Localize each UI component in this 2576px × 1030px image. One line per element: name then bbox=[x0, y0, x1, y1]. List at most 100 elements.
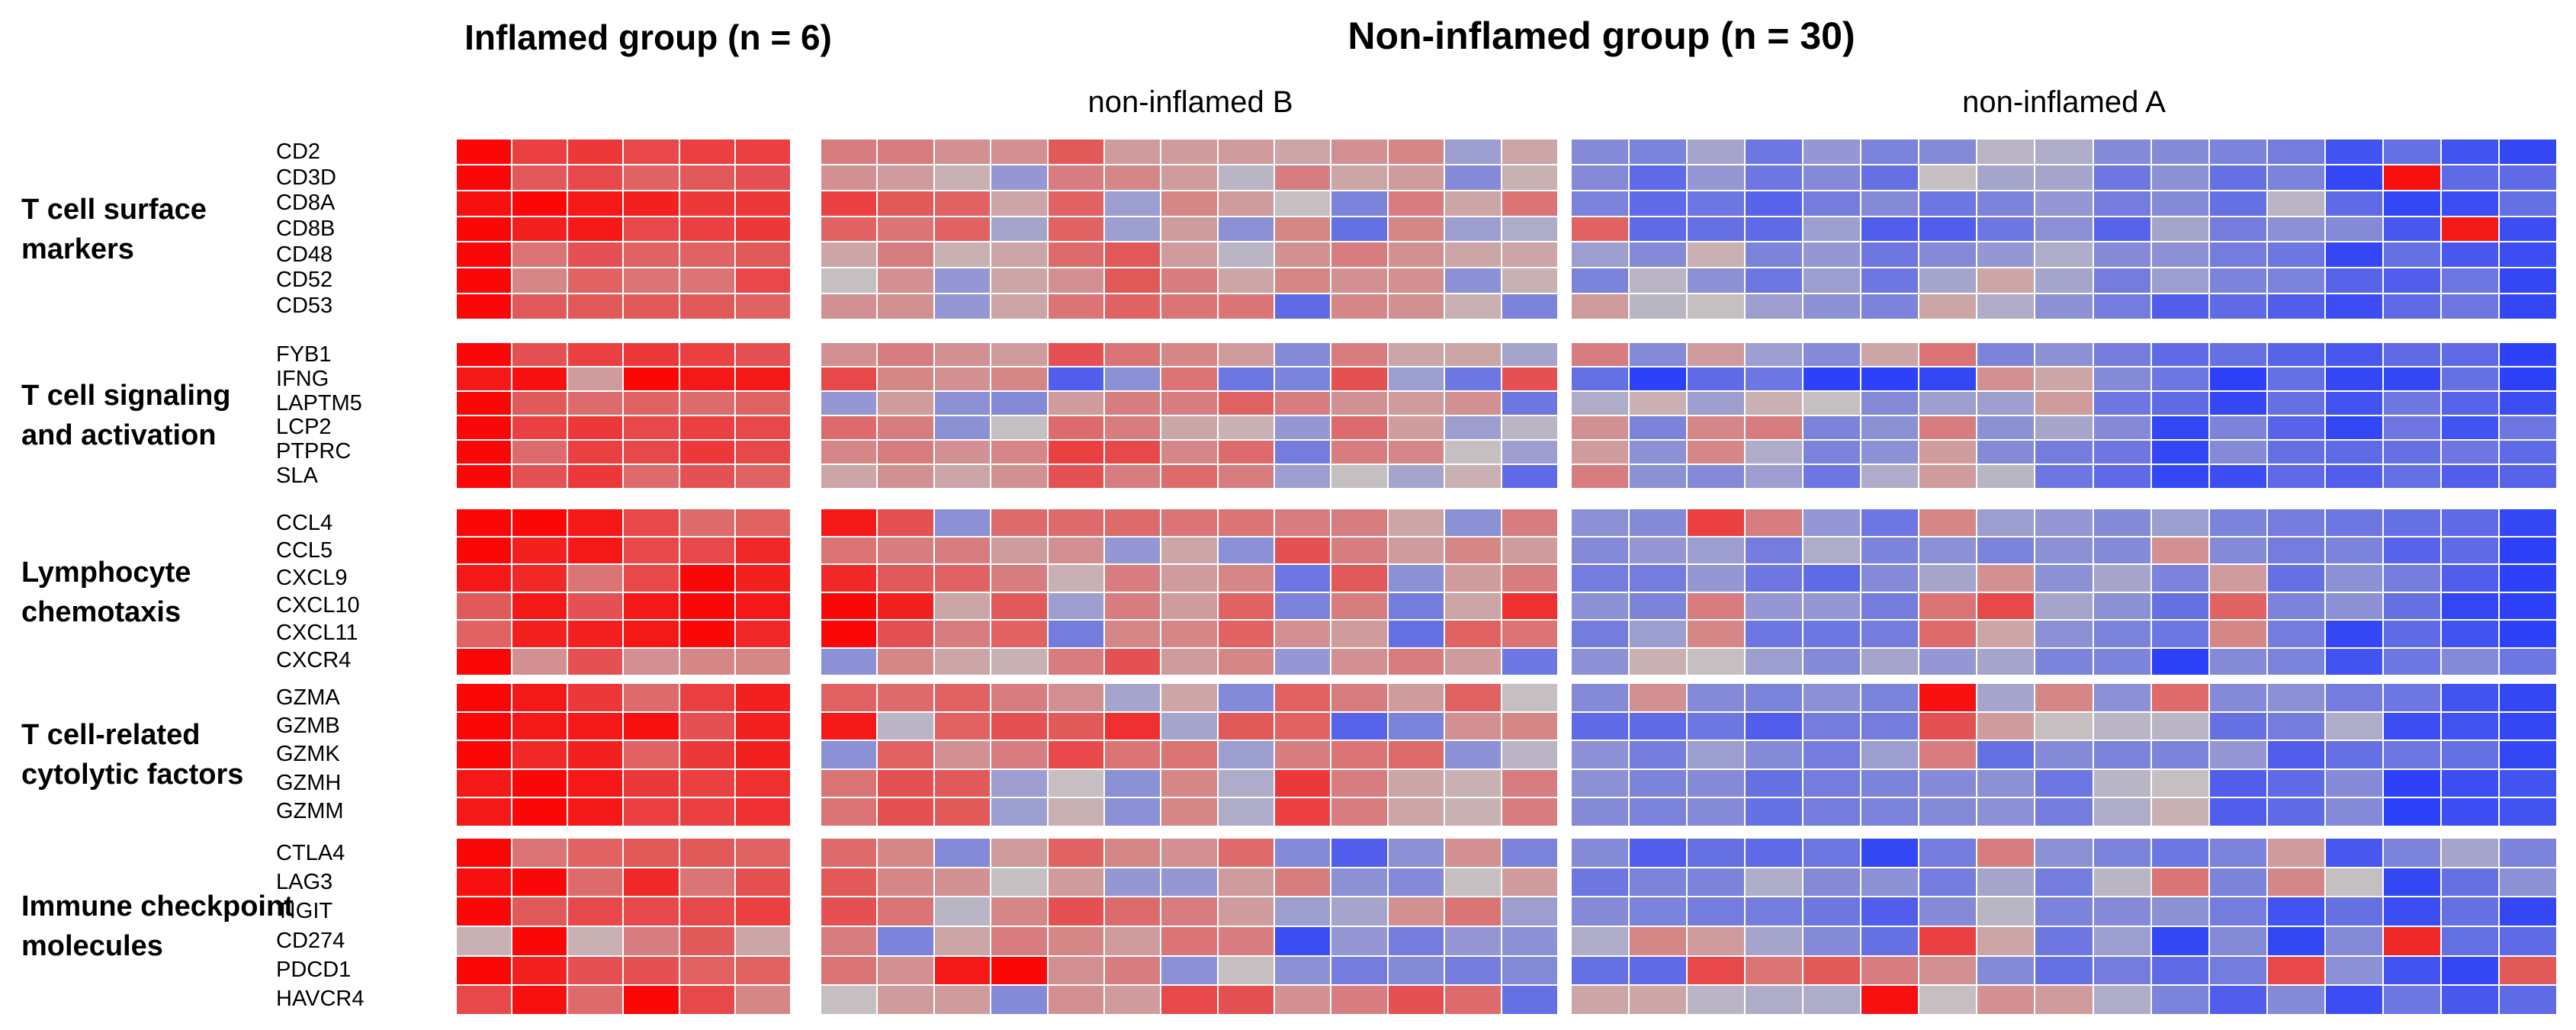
heatmap-cell bbox=[1388, 741, 1444, 768]
heatmap-cell bbox=[821, 441, 877, 464]
heatmap-cell bbox=[1746, 986, 1803, 1014]
heatmap-cell bbox=[1746, 217, 1803, 242]
heatmap-cell bbox=[1861, 217, 1919, 242]
heatmap-cell bbox=[1048, 956, 1103, 985]
heatmap-cell bbox=[679, 140, 734, 164]
heatmap-cell bbox=[1048, 712, 1103, 740]
heatmap-cell bbox=[2383, 242, 2440, 268]
heatmap-cell bbox=[679, 165, 734, 190]
heatmap-cell bbox=[1804, 165, 1861, 190]
heatmap-cell bbox=[1977, 621, 2035, 647]
heatmap-cell bbox=[2325, 684, 2382, 711]
heatmap-cell bbox=[821, 986, 877, 1014]
heatmap-cell bbox=[991, 367, 1047, 390]
heatmap-cell bbox=[1331, 712, 1387, 740]
heatmap-cell bbox=[1746, 897, 1803, 926]
heatmap-cell bbox=[1445, 798, 1501, 826]
heatmap-cell bbox=[624, 465, 679, 488]
heatmap-block-non-inflamed-a bbox=[1572, 509, 2556, 675]
heatmap-cell bbox=[2441, 648, 2498, 675]
heatmap-cell bbox=[934, 712, 991, 740]
heatmap-cell bbox=[1746, 343, 1803, 366]
heatmap-cell bbox=[1275, 392, 1331, 415]
heatmap-cell bbox=[1688, 343, 1745, 366]
heatmap-cell bbox=[457, 242, 512, 268]
heatmap-cell bbox=[1048, 441, 1103, 464]
heatmap-cell bbox=[2151, 839, 2208, 867]
gene-label-ptprc: PTPRC bbox=[276, 438, 352, 464]
heatmap-cell bbox=[512, 769, 567, 797]
heatmap-cell bbox=[1804, 621, 1861, 647]
heatmap-cell bbox=[1048, 268, 1103, 294]
heatmap-cell bbox=[1630, 741, 1687, 768]
heatmap-cell bbox=[735, 712, 790, 740]
heatmap-cell bbox=[1445, 592, 1501, 619]
heatmap-cell bbox=[878, 509, 933, 536]
heatmap-cell bbox=[1630, 242, 1687, 268]
heatmap-cell bbox=[2383, 684, 2440, 711]
heatmap-cell bbox=[1977, 191, 2035, 216]
heatmap-cell bbox=[1331, 140, 1387, 164]
heatmap-cell bbox=[457, 741, 512, 768]
heatmap-cell bbox=[679, 741, 734, 768]
heatmap-cell bbox=[1630, 367, 1687, 390]
heatmap-cell bbox=[991, 712, 1047, 740]
heatmap-cell bbox=[1502, 648, 1557, 675]
heatmap-cell bbox=[1502, 165, 1557, 190]
heatmap-cell bbox=[2267, 191, 2324, 216]
heatmap-cell bbox=[457, 684, 512, 711]
heatmap-cell bbox=[1275, 565, 1331, 592]
heatmap-cell bbox=[624, 343, 679, 366]
heatmap-cell bbox=[878, 465, 933, 488]
heatmap-cell bbox=[1161, 367, 1217, 390]
heatmap-cell bbox=[1688, 465, 1745, 488]
heatmap-cell bbox=[1502, 343, 1557, 366]
heatmap-cell bbox=[1804, 798, 1861, 826]
heatmap-cell bbox=[512, 268, 567, 294]
heatmap-cell bbox=[934, 868, 991, 897]
heatmap-cell bbox=[1502, 592, 1557, 619]
heatmap-cell bbox=[2441, 140, 2498, 164]
heatmap-cell bbox=[1445, 927, 1501, 955]
heatmap-cell bbox=[2499, 416, 2556, 439]
heatmap-cell bbox=[512, 509, 567, 536]
heatmap-cell bbox=[568, 392, 623, 415]
heatmap-cell bbox=[1746, 191, 1803, 216]
gene-label-gzmm: GZMM bbox=[276, 798, 344, 823]
heatmap-cell bbox=[624, 956, 679, 985]
heatmap-block-inflamed bbox=[457, 684, 790, 826]
heatmap-cell bbox=[1161, 868, 1217, 897]
heatmap-cell bbox=[1161, 217, 1217, 242]
heatmap-cell bbox=[568, 242, 623, 268]
heatmap-cell bbox=[568, 565, 623, 592]
heatmap-cell bbox=[1919, 927, 1977, 955]
heatmap-cell bbox=[2383, 986, 2440, 1014]
heatmap-block-non-inflamed-a bbox=[1572, 140, 2556, 319]
heatmap-cell bbox=[1804, 191, 1861, 216]
heatmap-cell bbox=[1445, 294, 1501, 319]
heatmap-cell bbox=[991, 268, 1047, 294]
heatmap-cell bbox=[1630, 509, 1687, 536]
heatmap-cell bbox=[1218, 268, 1274, 294]
heatmap-cell bbox=[568, 343, 623, 366]
heatmap-cell bbox=[1688, 684, 1745, 711]
heatmap-cell bbox=[624, 839, 679, 867]
heatmap-cell bbox=[2209, 621, 2266, 647]
heatmap-cell bbox=[991, 868, 1047, 897]
heatmap-cell bbox=[2383, 165, 2440, 190]
heatmap-cell bbox=[624, 897, 679, 926]
heatmap-cell bbox=[934, 648, 991, 675]
gene-label-cd274: CD274 bbox=[276, 928, 345, 953]
heatmap-cell bbox=[934, 621, 991, 647]
heatmap-cell bbox=[1502, 217, 1557, 242]
heatmap-cell bbox=[1218, 621, 1274, 647]
heatmap-cell bbox=[2151, 165, 2208, 190]
heatmap-cell bbox=[1161, 897, 1217, 926]
heatmap-cell bbox=[2151, 621, 2208, 647]
heatmap-cell bbox=[2209, 392, 2266, 415]
heatmap-cell bbox=[1861, 986, 1919, 1014]
heatmap-cell bbox=[679, 712, 734, 740]
heatmap-cell bbox=[1104, 868, 1161, 897]
heatmap-cell bbox=[1746, 367, 1803, 390]
